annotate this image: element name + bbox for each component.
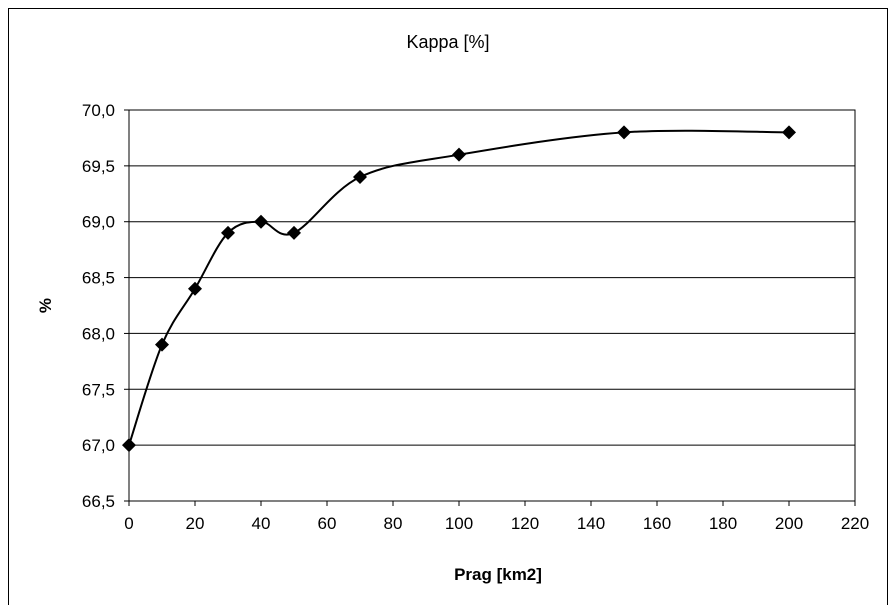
data-point-marker (617, 125, 631, 140)
x-tick-label: 140 (577, 514, 605, 533)
grid-lines (129, 109, 855, 502)
y-tick-label: 67,0 (82, 436, 115, 455)
data-markers (122, 125, 796, 453)
y-tick-label: 68,5 (82, 269, 115, 288)
x-tick-label: 0 (124, 514, 133, 533)
x-tick-label: 200 (775, 514, 803, 533)
data-point-marker (353, 170, 367, 185)
x-tick-label: 20 (186, 514, 205, 533)
data-point-marker (254, 214, 268, 229)
x-tick-label: 80 (384, 514, 403, 533)
y-tick-label: 67,5 (82, 380, 115, 399)
chart-frame (8, 8, 888, 605)
series-line (128, 129, 790, 446)
y-tick-label: 69,5 (82, 157, 115, 176)
plot-area (128, 109, 856, 502)
x-tick-label: 40 (252, 514, 271, 533)
x-tick-label: 220 (841, 514, 869, 533)
x-axis-ticks: 0 20 40 60 80 100 120 140 160 180 200 220 (124, 501, 869, 533)
data-point-marker (122, 438, 136, 453)
x-axis-title: Prag [km2] (454, 565, 542, 584)
x-tick-label: 100 (445, 514, 473, 533)
x-tick-label: 160 (643, 514, 671, 533)
x-tick-label: 180 (709, 514, 737, 533)
y-axis-title: % (36, 298, 55, 313)
y-tick-label: 66,5 (82, 492, 115, 511)
x-tick-label: 60 (318, 514, 337, 533)
data-point-marker (188, 281, 202, 296)
data-point-marker (221, 225, 235, 240)
data-point-marker (782, 125, 796, 140)
x-tick-label: 120 (511, 514, 539, 533)
y-tick-label: 68,0 (82, 324, 115, 343)
y-tick-label: 70,0 (82, 101, 115, 120)
data-point-marker (287, 225, 301, 240)
y-tick-label: 69,0 (82, 213, 115, 232)
chart-title: Kappa [%] (406, 32, 490, 52)
y-axis-ticks: 66,5 67,0 67,5 68,0 68,5 69,0 69,5 70,0 (82, 101, 129, 511)
data-point-marker (155, 337, 169, 352)
data-point-marker (452, 147, 466, 162)
